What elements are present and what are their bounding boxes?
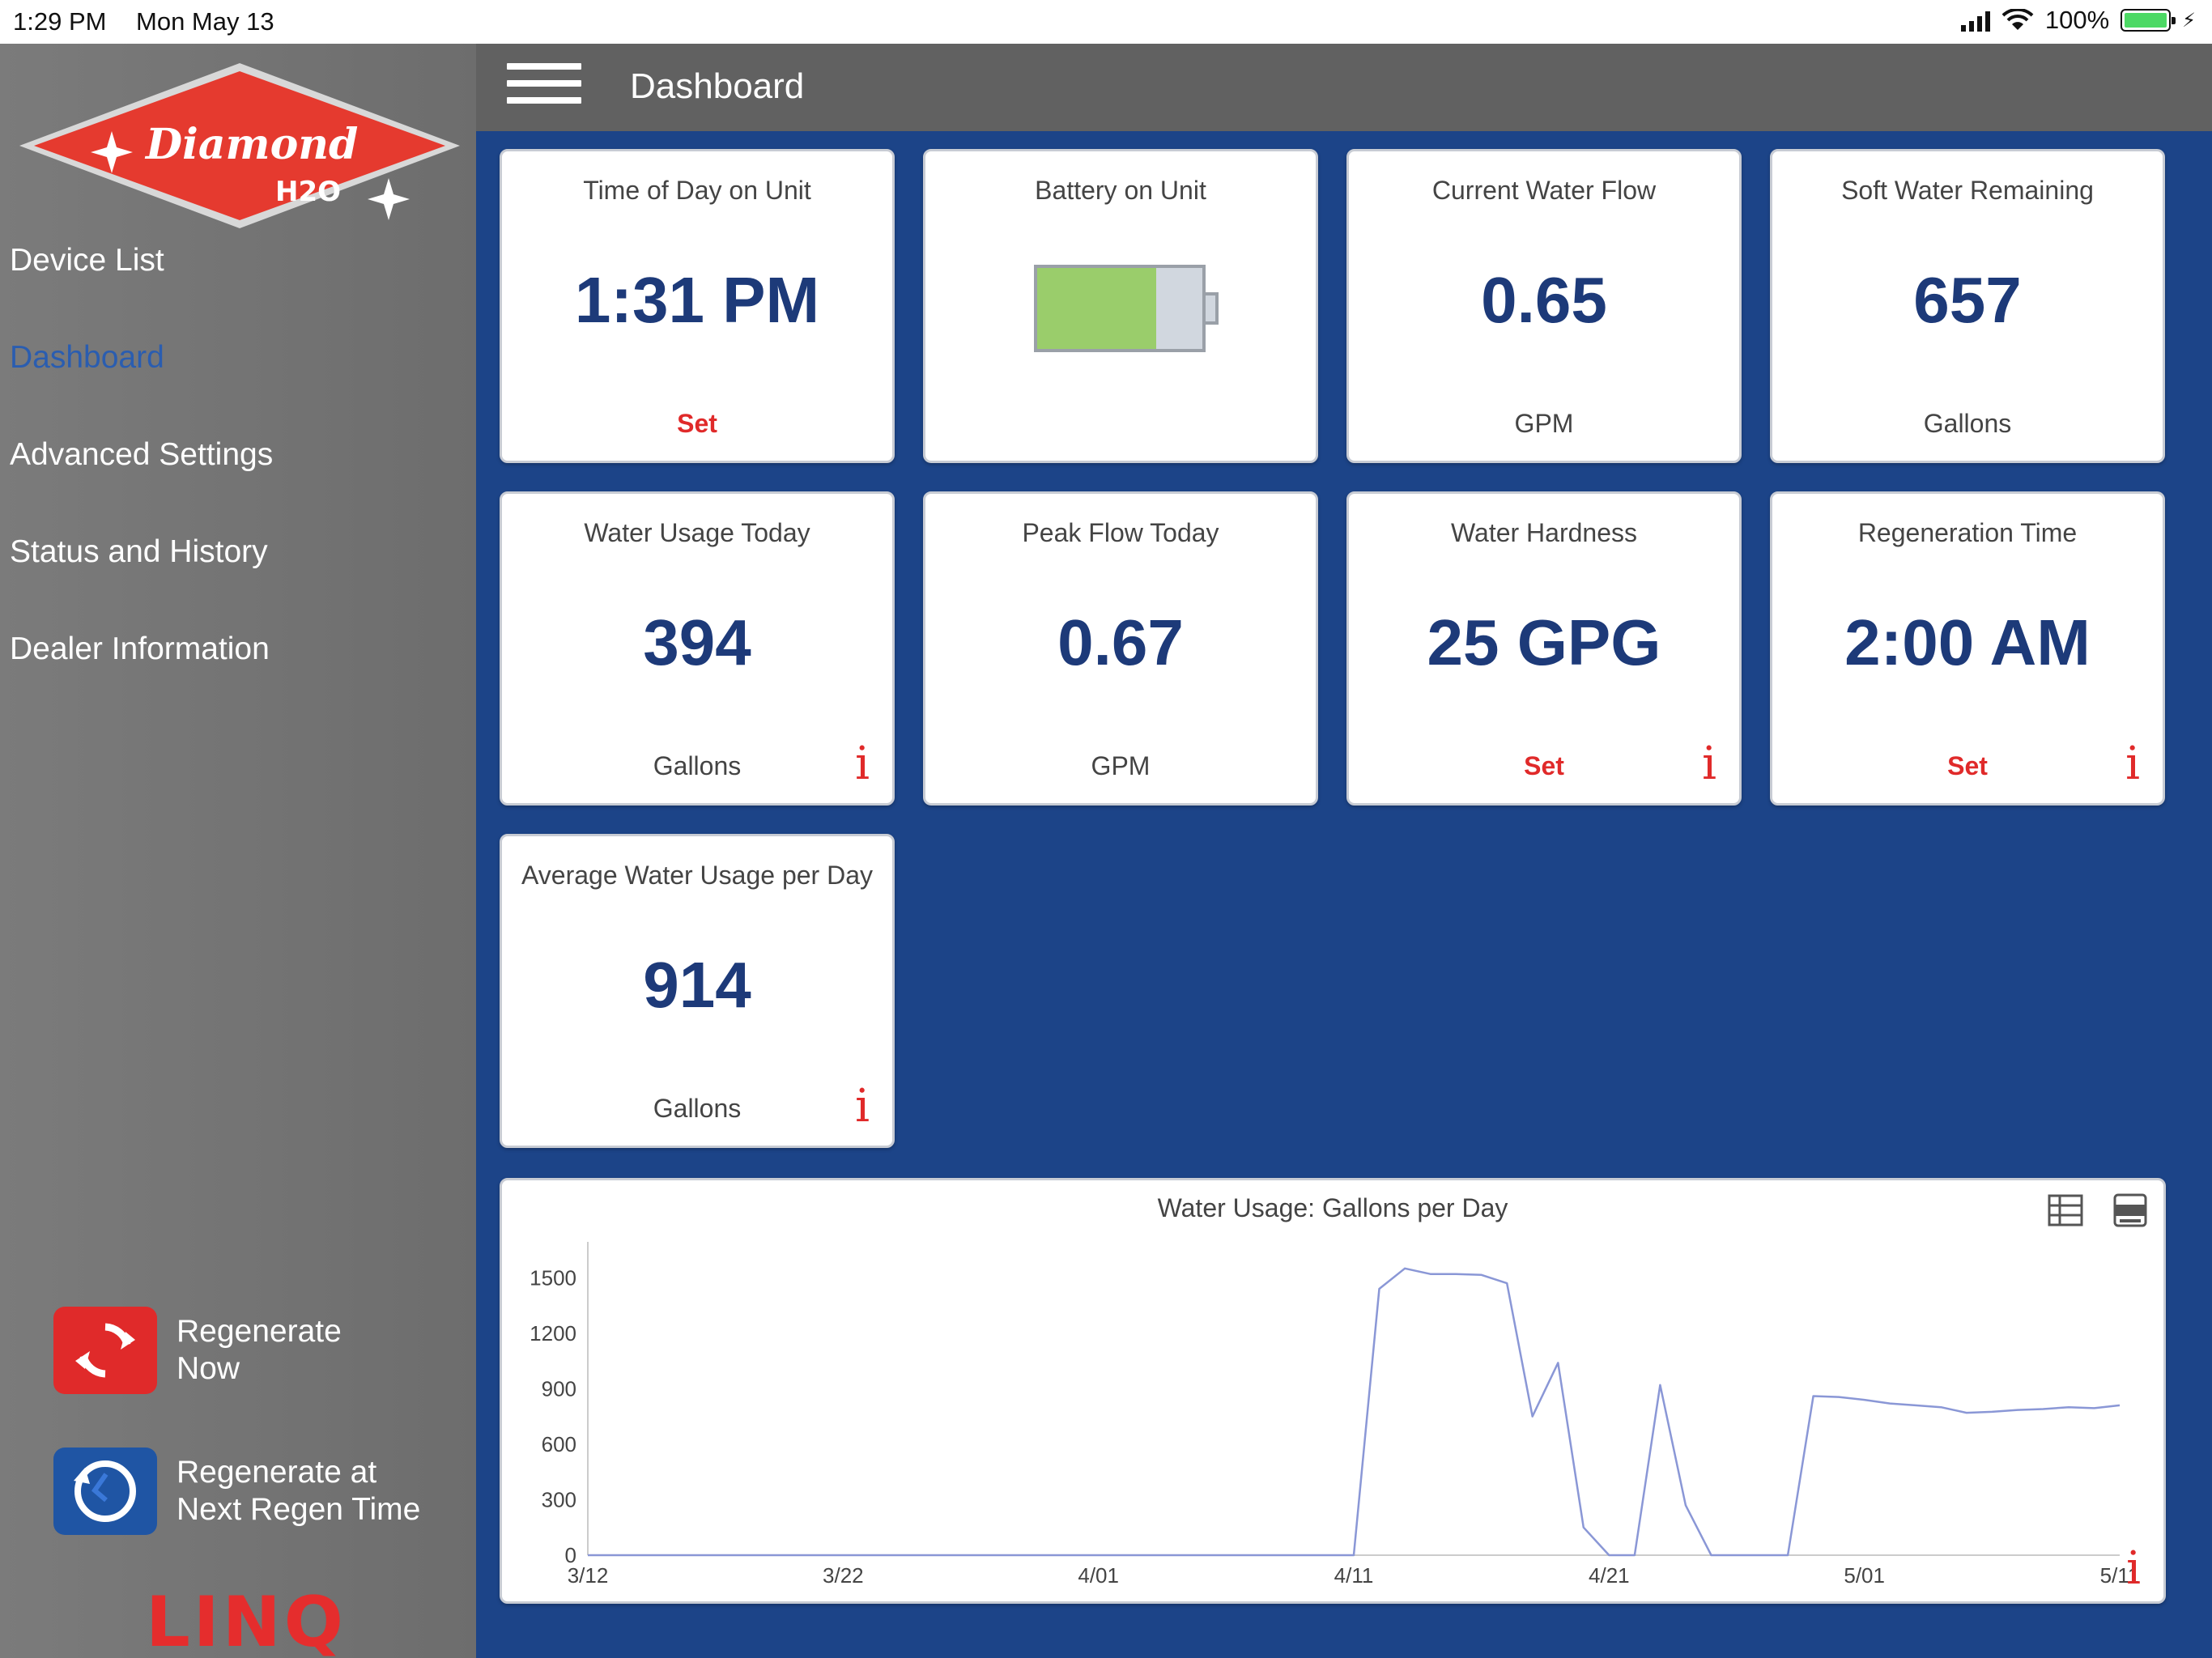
nav-dealer-information[interactable]: Dealer Information <box>10 631 270 666</box>
y-tick-label: 300 <box>542 1487 576 1511</box>
chart-plot: 0 300 600 900 1200 1500 3/12 3/22 4/01 4/11 4/21 5/… <box>530 1242 2140 1588</box>
water-usage-chart: 0 300 600 900 1200 1500 3/12 3/22 4/01 4/11 4/21 5/… <box>500 1178 2166 1604</box>
tile-time-of-day: Time of Day on Unit 1:31 PM Set <box>500 149 895 463</box>
x-tick-label: 3/22 <box>823 1563 864 1588</box>
battery-level-fill <box>1037 268 1156 349</box>
menu-icon[interactable] <box>507 63 581 112</box>
regenerate-now-button[interactable]: Regenerate Now <box>53 1307 452 1394</box>
y-tick-label: 1200 <box>530 1321 576 1346</box>
tile-title: Soft Water Remaining <box>1841 176 2094 205</box>
x-tick-label: 4/21 <box>1589 1563 1630 1588</box>
cellular-signal-icon <box>1960 9 1990 32</box>
battery-percent: 100% <box>2044 6 2110 34</box>
chart-title: Water Usage: Gallons per Day <box>1157 1193 1508 1222</box>
tile-unit: GPM <box>1091 751 1151 780</box>
tile-value: 657 <box>1913 264 2022 336</box>
x-tick-label: 4/11 <box>1334 1563 1374 1588</box>
tile-title: Battery on Unit <box>1035 176 1206 205</box>
x-tick-label: 4/01 <box>1078 1563 1119 1588</box>
set-hardness-button[interactable]: Set <box>1524 751 1564 780</box>
csv-export-icon[interactable] <box>2112 1192 2149 1229</box>
tile-unit: Gallons <box>653 751 742 780</box>
tile-regeneration-time: Regeneration Time 2:00 AM Set i <box>1770 491 2165 806</box>
x-tick-label: 5/01 <box>1844 1563 1885 1588</box>
x-tick-label: 5/11 <box>2100 1563 2140 1588</box>
tile-title: Water Hardness <box>1451 518 1637 547</box>
logo-subword: H2O <box>275 176 341 208</box>
tile-title: Average Water Usage per Day <box>521 861 873 890</box>
x-tick-label: 3/12 <box>568 1563 609 1588</box>
linq-logo: LINQ <box>146 1582 347 1658</box>
series-line <box>588 1267 2121 1557</box>
info-icon[interactable]: i <box>855 1080 870 1133</box>
set-time-button[interactable]: Set <box>677 409 717 438</box>
tile-current-flow: Current Water Flow 0.65 GPM <box>1346 149 1742 463</box>
tile-value: 914 <box>643 949 751 1021</box>
refresh-icon <box>53 1307 157 1394</box>
nav-status-history[interactable]: Status and History <box>10 534 268 569</box>
charging-icon: ⚡ <box>2182 9 2196 32</box>
tile-unit: Gallons <box>1923 409 2012 438</box>
y-tick-label: 600 <box>542 1432 576 1456</box>
tile-average-usage: Average Water Usage per Day 914 Gallons … <box>500 834 895 1148</box>
clock-icon <box>53 1448 157 1535</box>
tile-soft-water-remaining: Soft Water Remaining 657 Gallons <box>1770 149 2165 463</box>
status-bar: 1:29 PM Mon May 13 100% ⚡ <box>0 0 2212 44</box>
info-icon[interactable]: i <box>2126 1542 2141 1595</box>
wifi-icon <box>2001 9 2034 30</box>
top-bar: Dashboard <box>476 44 2212 131</box>
tile-value: 25 GPG <box>1427 606 1661 678</box>
tile-title: Water Usage Today <box>584 518 810 547</box>
tile-battery: Battery on Unit <box>923 149 1318 463</box>
tile-title: Time of Day on Unit <box>583 176 811 205</box>
tile-value: 1:31 PM <box>574 264 820 336</box>
tile-water-hardness: Water Hardness 25 GPG Set i <box>1346 491 1742 806</box>
tile-peak-flow: Peak Flow Today 0.67 GPM <box>923 491 1318 806</box>
regenerate-next-button[interactable]: Regenerate at Next Regen Time <box>53 1448 452 1535</box>
brand-logo: Diamond H2O <box>19 63 460 228</box>
info-icon[interactable]: i <box>2125 738 2140 790</box>
page-title: Dashboard <box>630 66 805 106</box>
tile-unit: GPM <box>1514 409 1574 438</box>
tile-title: Regeneration Time <box>1857 518 2078 547</box>
nav-advanced-settings[interactable]: Advanced Settings <box>10 437 274 472</box>
tile-usage-today: Water Usage Today 394 Gallons i <box>500 491 895 806</box>
status-time: 1:29 PM <box>13 7 107 36</box>
nav-dashboard[interactable]: Dashboard <box>10 340 164 375</box>
nav-device-list[interactable]: Device List <box>10 243 164 278</box>
table-view-icon[interactable] <box>2047 1192 2084 1229</box>
info-icon[interactable]: i <box>1702 738 1716 790</box>
battery-icon <box>2121 9 2176 32</box>
tile-value: 394 <box>643 606 751 678</box>
y-tick-label: 0 <box>565 1543 576 1567</box>
unit-battery-icon <box>1034 265 1219 352</box>
regenerate-next-line2: Next Regen Time <box>177 1492 421 1527</box>
sidebar: Diamond H2O Device List Dashboard Advanc… <box>0 44 476 1658</box>
info-icon[interactable]: i <box>855 738 870 790</box>
tile-value: 0.65 <box>1481 264 1607 336</box>
tile-title: Peak Flow Today <box>1022 518 1219 547</box>
status-date: Mon May 13 <box>136 7 274 36</box>
tile-unit: Gallons <box>653 1094 742 1123</box>
tile-value: 0.67 <box>1057 606 1184 678</box>
regenerate-now-line1: Regenerate <box>177 1314 342 1349</box>
tile-value: 2:00 AM <box>1844 606 2091 678</box>
y-tick-label: 1500 <box>530 1265 576 1290</box>
regenerate-now-line2: Now <box>177 1351 240 1386</box>
regenerate-next-line1: Regenerate at <box>177 1455 377 1490</box>
logo-wordmark: Diamond <box>144 120 358 169</box>
y-tick-label: 900 <box>542 1376 576 1401</box>
tile-title: Current Water Flow <box>1431 176 1657 205</box>
status-indicators: 100% ⚡ <box>1960 6 2196 35</box>
set-regen-time-button[interactable]: Set <box>1947 751 1988 780</box>
